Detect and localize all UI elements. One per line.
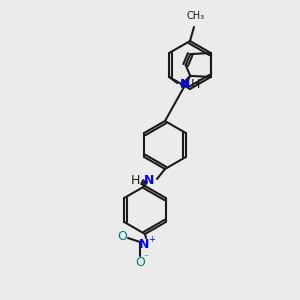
Text: N: N xyxy=(144,175,154,188)
Text: +: + xyxy=(148,235,155,244)
Text: ⁻: ⁻ xyxy=(143,253,148,263)
Text: H: H xyxy=(190,79,200,92)
Text: N: N xyxy=(180,79,190,92)
Text: H: H xyxy=(130,175,140,188)
Text: O: O xyxy=(135,256,145,268)
Text: CH₃: CH₃ xyxy=(187,11,205,21)
Text: N: N xyxy=(139,238,149,250)
Text: O: O xyxy=(117,230,127,244)
